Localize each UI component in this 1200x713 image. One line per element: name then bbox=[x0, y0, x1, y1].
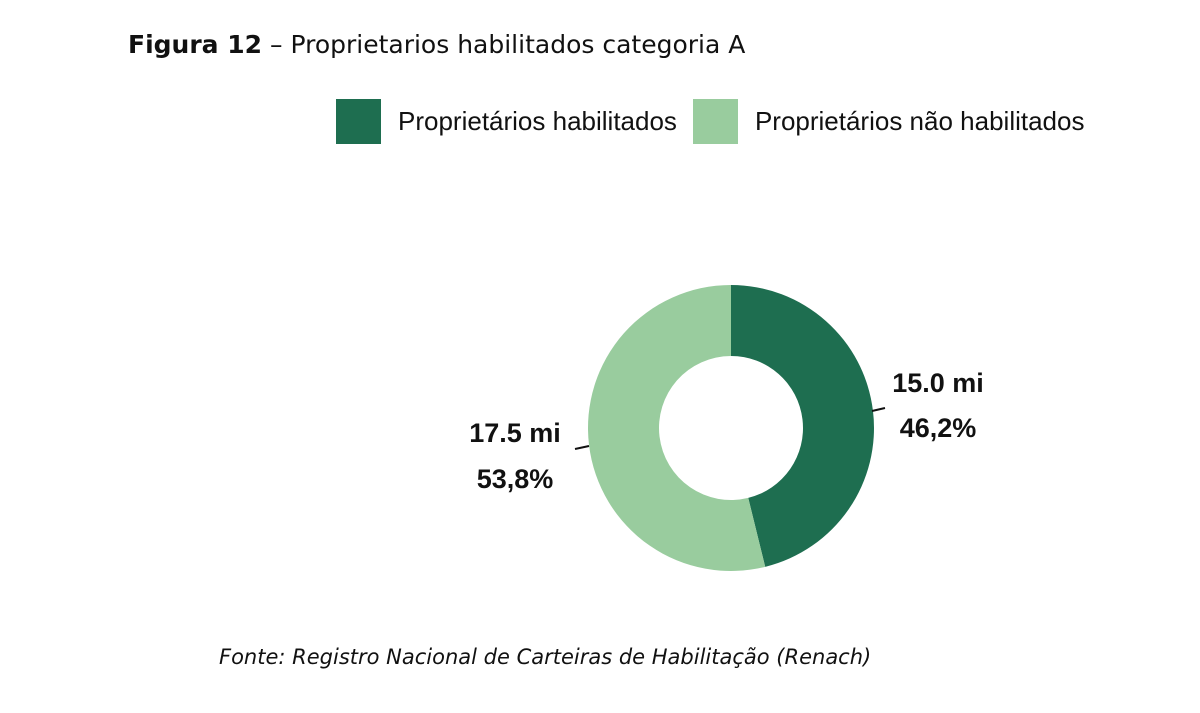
legend-swatch-habilitados bbox=[336, 99, 381, 144]
legend-item-nao-habilitados: Proprietários não habilitados bbox=[692, 99, 1101, 144]
percent-label-habilitados: 46,2% bbox=[900, 413, 977, 443]
leader-line-habilitados bbox=[871, 407, 886, 412]
title-text: Proprietarios habilitados categoria A bbox=[290, 30, 746, 59]
legend-item-habilitados: Proprietários habilitados bbox=[336, 99, 693, 144]
donut-labels: 15.0 mi 46,2% 17.5 mi 53,8% bbox=[469, 368, 984, 494]
value-label-habilitados: 15.0 mi bbox=[892, 368, 984, 398]
leader-line-nao-habilitados bbox=[574, 445, 590, 450]
value-label-nao-habilitados: 17.5 mi bbox=[469, 418, 561, 448]
donut-slice-nao-habilitados bbox=[588, 285, 766, 571]
source-note: Fonte: Registro Nacional de Carteiras de… bbox=[219, 645, 872, 669]
legend-label-nao-habilitados: Proprietários não habilitados bbox=[754, 106, 1085, 136]
figure-label: Figura 12 bbox=[128, 30, 263, 59]
donut-slice-habilitados bbox=[731, 285, 875, 567]
legend: Proprietários habilitados Proprietários … bbox=[336, 99, 1100, 144]
chart-title: Figura 12 – Proprietarios habilitados ca… bbox=[128, 30, 745, 59]
legend-label-habilitados: Proprietários habilitados bbox=[398, 106, 677, 136]
percent-label-nao-habilitados: 53,8% bbox=[477, 464, 554, 494]
donut-slices bbox=[588, 285, 875, 571]
title-separator: – bbox=[270, 30, 283, 59]
legend-swatch-nao-habilitados bbox=[692, 99, 738, 144]
